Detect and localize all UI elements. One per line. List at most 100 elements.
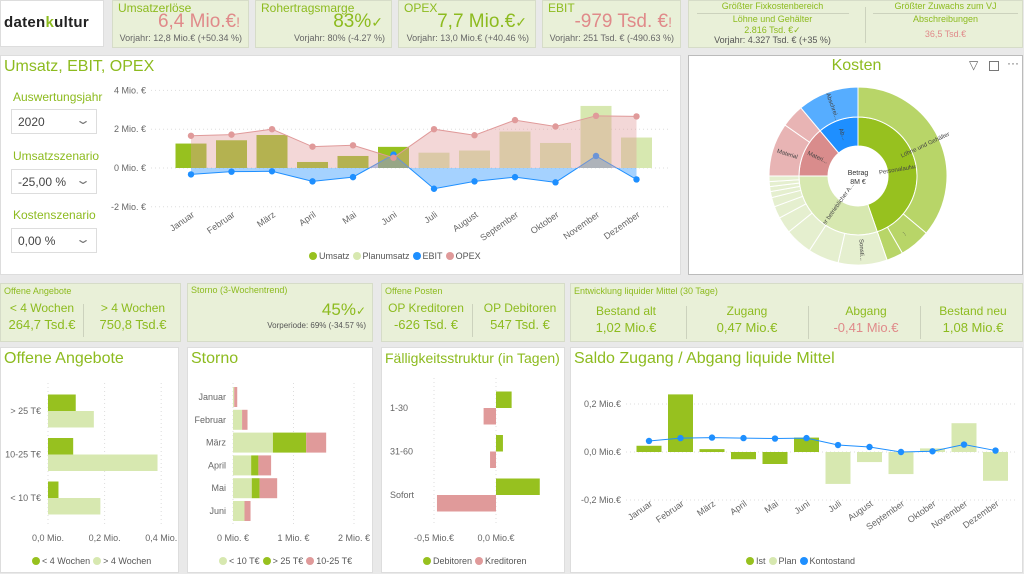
point-kontostand[interactable] bbox=[866, 443, 873, 451]
point-ebit[interactable] bbox=[511, 173, 519, 181]
point-opex[interactable] bbox=[228, 131, 235, 138]
legend-label[interactable]: Planumsatz bbox=[362, 251, 410, 261]
legend-label[interactable]: < 4 Wochen bbox=[42, 556, 91, 566]
point-opex[interactable] bbox=[633, 113, 640, 120]
legend-label[interactable]: EBIT bbox=[422, 251, 443, 261]
bar[interactable] bbox=[436, 495, 496, 512]
point-ebit[interactable] bbox=[633, 176, 640, 183]
bar-ist[interactable] bbox=[794, 437, 819, 452]
bar-plan[interactable] bbox=[825, 452, 851, 484]
bar-planumsatz[interactable] bbox=[418, 152, 450, 168]
bar-segment[interactable] bbox=[251, 455, 259, 476]
point-opex[interactable] bbox=[471, 132, 478, 139]
point-kontostand[interactable] bbox=[834, 441, 842, 449]
sunburst-segment[interactable] bbox=[857, 86, 948, 234]
cost-scenario-dropdown[interactable]: 0,00 % ⌄ bbox=[11, 228, 97, 253]
point-kontostand[interactable] bbox=[960, 441, 968, 448]
point-opex[interactable] bbox=[390, 154, 397, 161]
bar-planumsatz[interactable] bbox=[621, 137, 652, 168]
point-ebit[interactable] bbox=[309, 178, 316, 185]
point-opex[interactable] bbox=[592, 112, 600, 120]
bar[interactable] bbox=[48, 438, 74, 455]
legend-label[interactable]: Kontostand bbox=[809, 556, 856, 566]
legend-label[interactable]: Umsatz bbox=[319, 251, 350, 261]
legend-label[interactable]: > 25 T€ bbox=[272, 556, 304, 566]
point-kontostand[interactable] bbox=[708, 434, 716, 441]
point-opex[interactable] bbox=[309, 143, 316, 150]
filter-icon[interactable]: ▽ bbox=[969, 58, 979, 72]
bar-umsatz[interactable] bbox=[297, 161, 328, 168]
bar-umsatz[interactable] bbox=[175, 143, 207, 168]
year-dropdown[interactable]: 2020 ⌄ bbox=[11, 109, 97, 134]
bar-ist[interactable] bbox=[731, 452, 756, 460]
legend-label[interactable]: Kreditoren bbox=[485, 556, 527, 566]
bar-segment[interactable] bbox=[233, 387, 235, 407]
legend-label[interactable]: 10-25 T€ bbox=[316, 556, 353, 566]
bar-segment[interactable] bbox=[233, 501, 245, 521]
point-opex[interactable] bbox=[430, 126, 438, 133]
point-ebit[interactable] bbox=[228, 168, 235, 175]
bar[interactable] bbox=[48, 498, 101, 515]
bar-segment[interactable] bbox=[259, 478, 278, 499]
legend-label[interactable]: OPEX bbox=[455, 251, 481, 261]
point-kontostand[interactable] bbox=[992, 447, 999, 454]
bar-segment[interactable] bbox=[233, 432, 273, 453]
sunburst-segment[interactable] bbox=[800, 86, 859, 132]
bar-ist[interactable] bbox=[636, 445, 662, 452]
bar-planumsatz[interactable] bbox=[499, 131, 531, 168]
bar-umsatz[interactable] bbox=[337, 155, 369, 168]
bar-segment[interactable] bbox=[306, 432, 327, 453]
bar[interactable] bbox=[490, 451, 496, 469]
point-kontostand[interactable] bbox=[771, 435, 779, 442]
point-opex[interactable] bbox=[187, 132, 195, 139]
point-kontostand[interactable] bbox=[803, 434, 810, 442]
point-kontostand[interactable] bbox=[740, 434, 747, 442]
bar-segment[interactable] bbox=[233, 455, 252, 476]
bar-planumsatz[interactable] bbox=[540, 142, 571, 168]
point-ebit[interactable] bbox=[430, 185, 438, 192]
legend-label[interactable]: Ist bbox=[756, 556, 766, 566]
legend-label[interactable]: < 10 T€ bbox=[229, 556, 260, 566]
bar-umsatz[interactable] bbox=[216, 140, 247, 168]
bar-segment[interactable] bbox=[233, 409, 243, 430]
bar[interactable] bbox=[496, 435, 503, 452]
bar-ist[interactable] bbox=[762, 452, 788, 464]
bar-segment[interactable] bbox=[242, 409, 248, 430]
bar-segment[interactable] bbox=[234, 387, 238, 407]
bar[interactable] bbox=[496, 391, 512, 409]
point-ebit[interactable] bbox=[268, 168, 276, 175]
point-kontostand[interactable] bbox=[677, 434, 684, 442]
point-kontostand[interactable] bbox=[897, 448, 905, 456]
point-kontostand[interactable] bbox=[645, 437, 653, 445]
legend-label[interactable]: > 4 Wochen bbox=[103, 556, 152, 566]
bar[interactable] bbox=[48, 394, 76, 412]
bar-segment[interactable] bbox=[251, 478, 260, 499]
point-ebit[interactable] bbox=[592, 152, 600, 160]
point-ebit[interactable] bbox=[552, 179, 559, 186]
bar[interactable] bbox=[48, 454, 158, 472]
bar-ist[interactable] bbox=[699, 449, 725, 452]
point-ebit[interactable] bbox=[187, 171, 195, 178]
bar-segment[interactable] bbox=[244, 501, 251, 521]
point-ebit[interactable] bbox=[349, 173, 357, 181]
bar-ist[interactable] bbox=[668, 394, 693, 452]
bar-planumsatz[interactable] bbox=[459, 150, 490, 168]
bar-plan[interactable] bbox=[888, 452, 914, 475]
legend-label[interactable]: Debitoren bbox=[433, 556, 473, 566]
bar[interactable] bbox=[496, 478, 540, 496]
point-opex[interactable] bbox=[349, 142, 357, 149]
legend-label[interactable]: Plan bbox=[778, 556, 797, 566]
bar[interactable] bbox=[48, 481, 59, 499]
bar-plan[interactable] bbox=[983, 452, 1008, 481]
more-options-icon[interactable]: ··· bbox=[1007, 56, 1019, 70]
point-ebit[interactable] bbox=[471, 178, 478, 185]
bar-plan[interactable] bbox=[857, 452, 882, 463]
bar-segment[interactable] bbox=[272, 432, 307, 453]
bar-umsatz[interactable] bbox=[256, 135, 288, 168]
point-kontostand[interactable] bbox=[929, 448, 936, 455]
bar[interactable] bbox=[48, 411, 94, 428]
point-opex[interactable] bbox=[268, 126, 276, 133]
revenue-scenario-dropdown[interactable]: -25,00 % ⌄ bbox=[11, 169, 97, 194]
bar-segment[interactable] bbox=[233, 478, 252, 499]
